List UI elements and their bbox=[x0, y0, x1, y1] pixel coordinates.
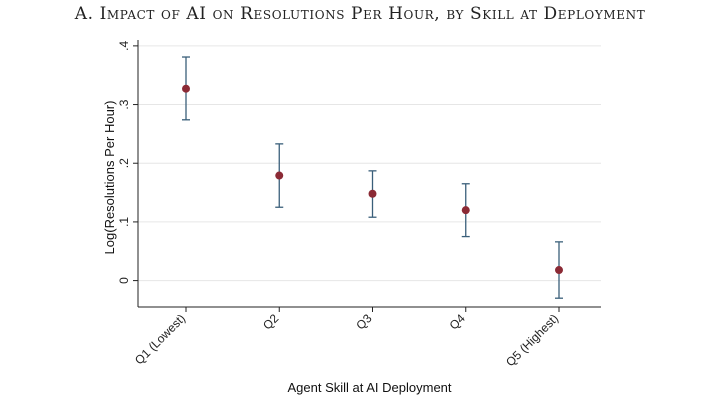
error-bars bbox=[182, 56, 563, 299]
y-axis-title: Log(Resolutions Per Hour) bbox=[102, 101, 117, 255]
x-tick-label-3: Q4 bbox=[447, 311, 468, 332]
axes bbox=[137, 40, 601, 308]
x-tick-label-1: Q2 bbox=[260, 311, 281, 332]
y-tick-label-4: .4 bbox=[117, 41, 131, 51]
data-point-2 bbox=[368, 189, 377, 198]
data-point-4 bbox=[555, 266, 563, 275]
data-point-1 bbox=[275, 171, 284, 180]
data-point-3 bbox=[461, 206, 470, 215]
data-point-0 bbox=[182, 84, 190, 93]
x-tick-label-0: Q1 (Lowest) bbox=[132, 311, 188, 367]
x-ticks: Q1 (Lowest) Q2 Q3 Q4 Q5 (Highest) bbox=[132, 307, 561, 369]
x-tick-label-2: Q3 bbox=[353, 311, 374, 332]
x-axis-title: Agent Skill at AI Deployment bbox=[287, 380, 451, 395]
y-tick-label-2: .2 bbox=[117, 158, 131, 168]
y-tick-label-3: .3 bbox=[117, 99, 131, 109]
x-tick-label-4: Q5 (Highest) bbox=[503, 311, 561, 369]
y-ticks: 0 .1 .2 .3 .4 bbox=[117, 41, 138, 284]
grid-lines bbox=[138, 45, 601, 282]
y-tick-label-0: 0 bbox=[117, 277, 131, 284]
figure-title: A. Impact of AI on Resolutions Per Hour,… bbox=[74, 4, 646, 24]
points bbox=[182, 84, 563, 275]
y-tick-label-1: .1 bbox=[117, 217, 131, 227]
